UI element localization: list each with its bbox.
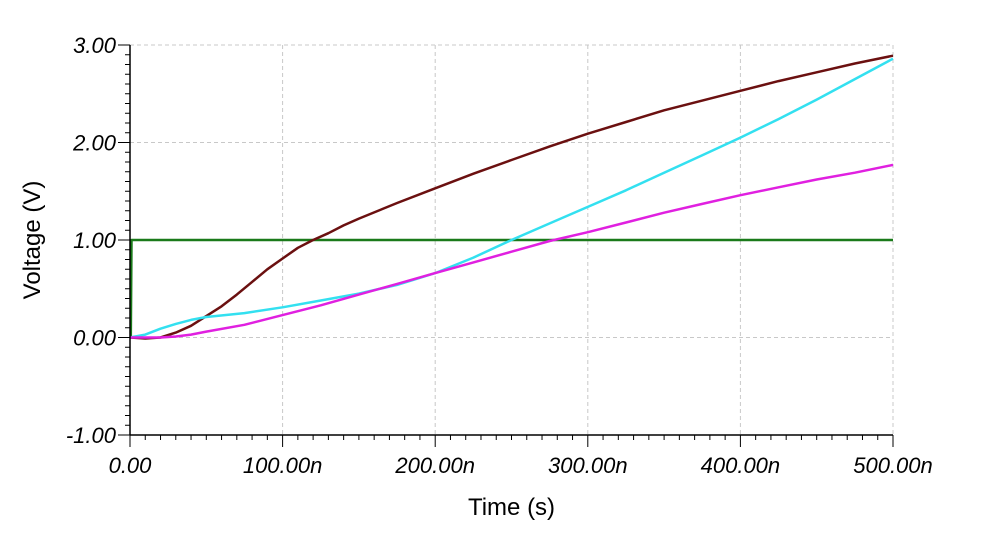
y-tick-label-1: 2.00: [72, 131, 117, 156]
series-lines: [129, 54, 894, 340]
x-tick-labels: 0.00 100.00n 200.00n 300.00n 400.00n 500.00n: [109, 453, 933, 478]
y-axis-title: Voltage (V): [19, 181, 46, 300]
series-line-2: [129, 57, 894, 339]
y-tick-label-4: -1.00: [66, 423, 117, 448]
x-tick-label-1: 100.00n: [243, 453, 323, 478]
minor-ticks: [118, 44, 894, 447]
series-line-1: [129, 54, 894, 340]
series-line-3: [130, 163, 894, 339]
x-axis-title: Time (s): [468, 494, 555, 521]
x-tick-label-2: 200.00n: [394, 453, 475, 478]
x-tick-label-5: 500.00n: [853, 453, 933, 478]
x-tick-label-3: 300.00n: [548, 453, 628, 478]
x-tick-label-4: 400.00n: [701, 453, 781, 478]
y-tick-label-3: 0.00: [73, 326, 117, 351]
y-tick-labels: 3.00 2.00 1.00 0.00 -1.00: [66, 33, 117, 448]
x-tick-label-0: 0.00: [109, 453, 153, 478]
y-tick-label-0: 3.00: [73, 33, 117, 58]
y-tick-label-2: 1.00: [73, 228, 117, 253]
